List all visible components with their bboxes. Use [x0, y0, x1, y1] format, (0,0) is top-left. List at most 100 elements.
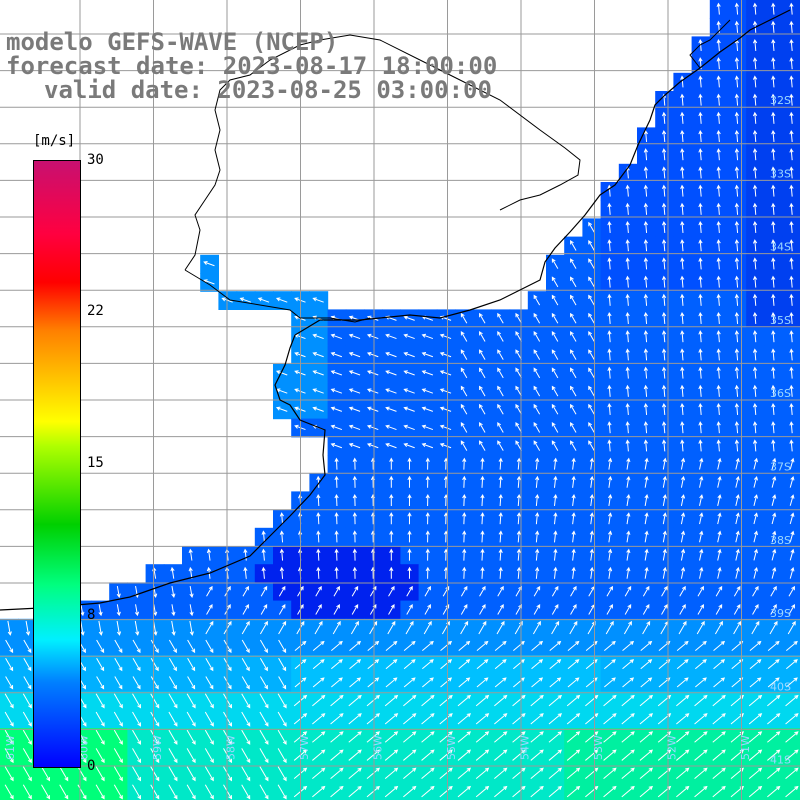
wind-arrow — [278, 620, 287, 635]
wind-arrow — [423, 620, 432, 635]
wind-arrow — [588, 440, 595, 451]
wind-arrow — [241, 639, 250, 654]
wind-arrow — [752, 166, 758, 179]
wind-arrow — [480, 512, 485, 525]
wind-arrow — [480, 548, 485, 561]
wind-arrow — [713, 640, 726, 651]
wind-arrow — [367, 640, 380, 651]
wind-arrow — [566, 731, 581, 743]
wind-arrow — [475, 785, 490, 798]
wind-arrow — [150, 676, 159, 690]
wind-arrow — [259, 784, 269, 800]
wind-arrow — [679, 604, 686, 615]
wind-arrow — [789, 57, 794, 70]
wind-arrow — [132, 657, 141, 672]
wind-arrow — [278, 657, 287, 672]
wind-arrow — [475, 749, 490, 761]
wind-arrow — [699, 548, 704, 561]
wind-arrow — [661, 366, 667, 379]
wind-arrow — [588, 422, 595, 433]
wind-arrow — [261, 566, 266, 579]
wind-arrow — [588, 294, 595, 306]
wind-arrow — [497, 403, 504, 415]
wind-arrow — [752, 239, 758, 252]
wind-arrow — [275, 406, 288, 412]
wind-arrow — [439, 442, 452, 449]
wind-arrow — [771, 439, 776, 452]
wind-arrow — [712, 731, 726, 743]
wind-arrow — [407, 512, 412, 525]
wind-arrow — [257, 297, 270, 303]
wind-arrow — [607, 457, 613, 470]
wind-arrow — [352, 475, 357, 488]
wind-arrow — [604, 659, 616, 670]
wind-vectors — [4, 2, 799, 800]
wind-arrow — [422, 640, 434, 651]
wind-arrow — [695, 677, 707, 688]
lon-label: 53W — [592, 735, 605, 760]
wind-arrow — [421, 388, 434, 394]
wind-arrow — [460, 422, 468, 433]
wind-arrow — [603, 731, 617, 743]
wind-arrow — [479, 585, 486, 597]
wind-arrow — [621, 785, 635, 798]
wind-arrow — [625, 202, 630, 215]
wind-arrow — [367, 659, 380, 670]
wind-arrow — [462, 548, 467, 561]
wind-arrow — [589, 530, 594, 543]
wind-arrow — [242, 585, 249, 597]
wind-arrow — [680, 439, 685, 452]
wind-arrow — [767, 785, 781, 798]
wind-arrow — [407, 457, 412, 470]
wind-arrow — [621, 749, 635, 761]
wind-arrow — [512, 731, 526, 743]
wind-arrow — [516, 475, 522, 488]
wind-arrow — [605, 620, 614, 635]
wind-arrow — [680, 330, 685, 343]
wind-arrow — [551, 312, 559, 324]
wind-arrow — [679, 585, 686, 597]
wind-arrow — [752, 585, 759, 597]
wind-arrow — [532, 620, 541, 635]
wind-arrow — [570, 312, 577, 324]
wind-arrow — [549, 640, 562, 651]
wind-arrow — [259, 748, 269, 764]
wind-arrow — [771, 457, 777, 470]
wind-arrow — [22, 766, 32, 782]
wind-arrow — [403, 659, 416, 670]
wind-arrow — [734, 2, 739, 15]
wind-arrow — [497, 312, 504, 324]
wind-arrow — [366, 713, 381, 725]
wind-arrow — [403, 406, 415, 412]
wind-arrow — [204, 693, 214, 709]
wind-arrow — [533, 294, 541, 306]
wind-arrow — [440, 659, 453, 670]
wind-arrow — [548, 749, 563, 761]
wind-arrow — [626, 566, 631, 579]
wind-arrow — [7, 620, 12, 636]
wind-arrow — [330, 713, 344, 725]
wind-arrow — [771, 220, 776, 234]
wind-arrow — [407, 530, 412, 543]
wind-arrow — [480, 475, 485, 488]
wind-arrow — [752, 257, 758, 270]
wind-arrow — [639, 749, 654, 761]
wind-arrow — [189, 604, 194, 617]
wind-arrow — [403, 767, 417, 780]
wind-arrow — [150, 784, 160, 800]
wind-arrow — [513, 659, 525, 670]
wind-arrow — [422, 659, 434, 670]
wind-arrow — [771, 2, 776, 15]
wind-arrow — [316, 530, 321, 543]
wind-arrow — [680, 129, 685, 143]
wind-arrow — [421, 731, 435, 743]
wind-arrow — [680, 348, 685, 361]
wind-arrow — [479, 440, 486, 451]
wind-arrow — [439, 694, 453, 707]
wind-arrow — [676, 694, 690, 707]
wind-arrow — [403, 749, 417, 761]
wind-arrow — [625, 384, 630, 397]
wind-arrow — [753, 457, 759, 470]
wind-arrow — [716, 111, 721, 124]
wind-arrow — [771, 75, 776, 88]
